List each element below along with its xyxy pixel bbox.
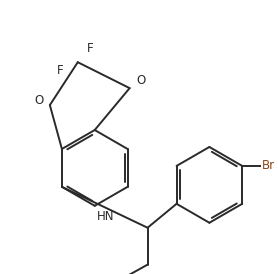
Text: O: O — [34, 94, 44, 107]
Text: F: F — [56, 64, 63, 77]
Text: O: O — [136, 74, 145, 87]
Text: Br: Br — [262, 159, 275, 172]
Text: F: F — [86, 42, 93, 55]
Text: HN: HN — [97, 210, 115, 223]
